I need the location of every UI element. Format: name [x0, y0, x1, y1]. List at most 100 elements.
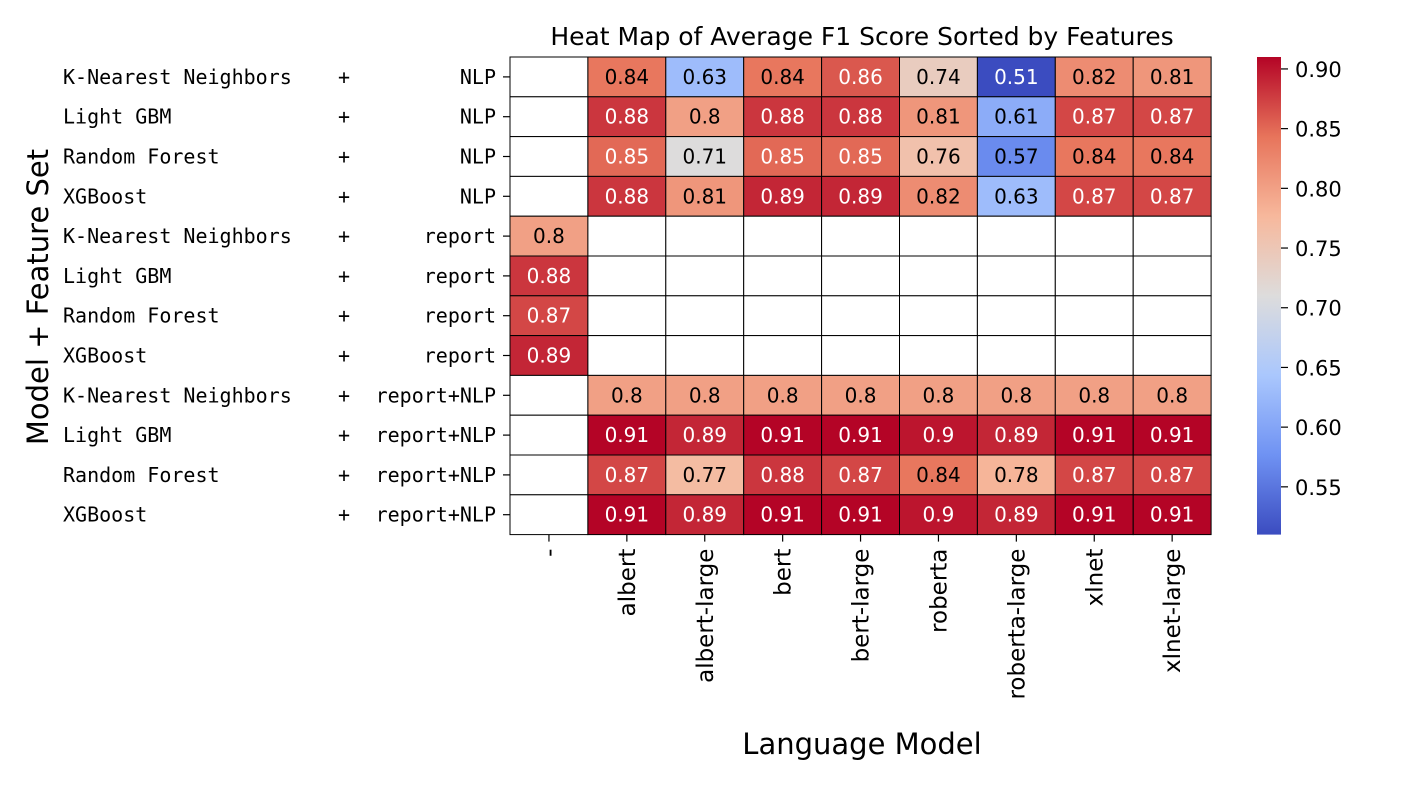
heatmap-cell: [899, 215, 978, 257]
heatmap-cell: [1054, 175, 1134, 217]
heatmap-cell: [743, 175, 823, 217]
cell-value-label: 0.91: [1072, 423, 1117, 447]
cell-value-label: 0.89: [527, 344, 572, 368]
row-label-separator: +: [338, 344, 350, 368]
heatmap-cell: [821, 215, 900, 257]
heatmap-cell: [976, 374, 1056, 416]
cell-value-label: 0.8: [533, 224, 565, 248]
row-label-separator: +: [338, 184, 350, 208]
heatmap-cell: [1054, 414, 1134, 456]
heatmap-cell: [665, 255, 745, 297]
column-label: albert: [615, 549, 641, 617]
row-label-separator: +: [338, 264, 350, 288]
column-labels: - albert albert-large bert bert-large roberta…: [537, 534, 1186, 700]
cell-value-label: 0.84: [605, 65, 650, 89]
cell-value-label: 0.88: [527, 264, 572, 288]
row-label-feature: NLP: [460, 65, 496, 89]
row-label-feature: report: [424, 224, 496, 248]
cell-value-label: 0.57: [994, 145, 1039, 169]
cell-value-label: 0.87: [1072, 184, 1117, 208]
heatmap-cell: [899, 175, 978, 217]
row-label-feature: NLP: [460, 145, 496, 169]
row-label-feature: report+NLP: [376, 503, 496, 527]
row-label-feature: report+NLP: [376, 383, 496, 407]
row-label-separator: +: [338, 224, 350, 248]
row-label-model: K-Nearest Neighbors: [63, 224, 292, 248]
heatmap-cell: [587, 295, 667, 337]
heatmap-cell: [509, 175, 589, 217]
heatmap-cell: [743, 215, 823, 257]
heatmap-cell: [587, 414, 667, 456]
heatmap-cell: [743, 374, 823, 416]
heatmap-cell: [743, 414, 823, 456]
cell-value-label: 0.89: [760, 184, 805, 208]
row-label-separator: +: [338, 105, 350, 129]
row-label-feature: NLP: [460, 184, 496, 208]
cell-value-label: 0.85: [760, 145, 805, 169]
cell-value-label: 0.87: [838, 463, 883, 487]
heatmap-cell: [821, 175, 900, 217]
cell-value-label: 0.77: [682, 463, 727, 487]
heatmap-cell: [665, 414, 745, 456]
cell-value-label: 0.8: [845, 383, 877, 407]
heatmap-cell: [976, 335, 1056, 376]
cell-value-label: 0.81: [916, 105, 961, 129]
colorbar-tick-label: 0.75: [1295, 237, 1342, 261]
heatmap-cell: [1054, 255, 1134, 297]
heatmap-cell: [587, 56, 667, 98]
heatmap-cell: [1132, 335, 1212, 376]
cell-value-label: 0.91: [1150, 423, 1195, 447]
row-label-feature: report+NLP: [376, 463, 496, 487]
heatmap-cell: [665, 295, 745, 337]
heatmap-cell: [899, 255, 978, 297]
cell-value-label: 0.63: [994, 184, 1039, 208]
heatmap-cell: [976, 96, 1056, 138]
cell-value-label: 0.8: [767, 383, 799, 407]
cell-value-label: 0.8: [1000, 383, 1032, 407]
heatmap-cell: [821, 255, 900, 297]
cell-value-label: 0.8: [923, 383, 955, 407]
row-label-separator: +: [338, 145, 350, 169]
heatmap-cell: [976, 56, 1056, 98]
heatmap-cell: [821, 374, 900, 416]
cell-value-label: 0.82: [1072, 65, 1117, 89]
cell-value-label: 0.89: [682, 503, 727, 527]
cell-value-label: 0.86: [838, 65, 883, 89]
column-label: bert-large: [849, 549, 875, 663]
heatmap-cell: [821, 295, 900, 337]
cell-value-label: 0.88: [760, 463, 805, 487]
heatmap-cell: [1132, 215, 1212, 257]
column-label: -: [537, 549, 563, 557]
heatmap-cells: 0.84 0.63 0.84 0.86 0.74 0.51 0.82 0.81 0.88 0.8 0…: [509, 56, 1212, 536]
heatmap-cell: [899, 414, 978, 456]
cell-value-label: 0.87: [1072, 463, 1117, 487]
column-label: bert: [771, 549, 797, 596]
cell-value-label: 0.88: [838, 105, 883, 129]
cell-value-label: 0.87: [527, 304, 572, 328]
row-label-model: K-Nearest Neighbors: [63, 65, 292, 89]
heatmap-cell: [665, 136, 745, 177]
cell-value-label: 0.8: [689, 383, 721, 407]
heatmap-cell: [821, 414, 900, 456]
cell-value-label: 0.8: [689, 105, 721, 129]
row-label-model: XGBoost: [63, 344, 147, 368]
row-label-feature: report: [424, 304, 496, 328]
cell-value-label: 0.91: [838, 503, 883, 527]
colorbar-tick-label: 0.65: [1295, 356, 1342, 380]
heatmap-cell: [821, 494, 900, 536]
cell-value-label: 0.91: [760, 503, 805, 527]
row-label-model: Light GBM: [63, 423, 171, 447]
cell-value-label: 0.71: [682, 145, 727, 169]
colorbar-gradient: [1257, 57, 1281, 535]
cell-value-label: 0.74: [916, 65, 961, 89]
heatmap-cell: [976, 494, 1056, 536]
heatmap-cell: [509, 56, 589, 98]
cell-value-label: 0.81: [1150, 65, 1195, 89]
heatmap-cell: [587, 136, 667, 177]
heatmap-cell: [1132, 56, 1212, 98]
heatmap-cell: [976, 295, 1056, 337]
cell-value-label: 0.63: [682, 65, 727, 89]
cell-value-label: 0.51: [994, 65, 1039, 89]
row-label-model: Light GBM: [63, 264, 171, 288]
